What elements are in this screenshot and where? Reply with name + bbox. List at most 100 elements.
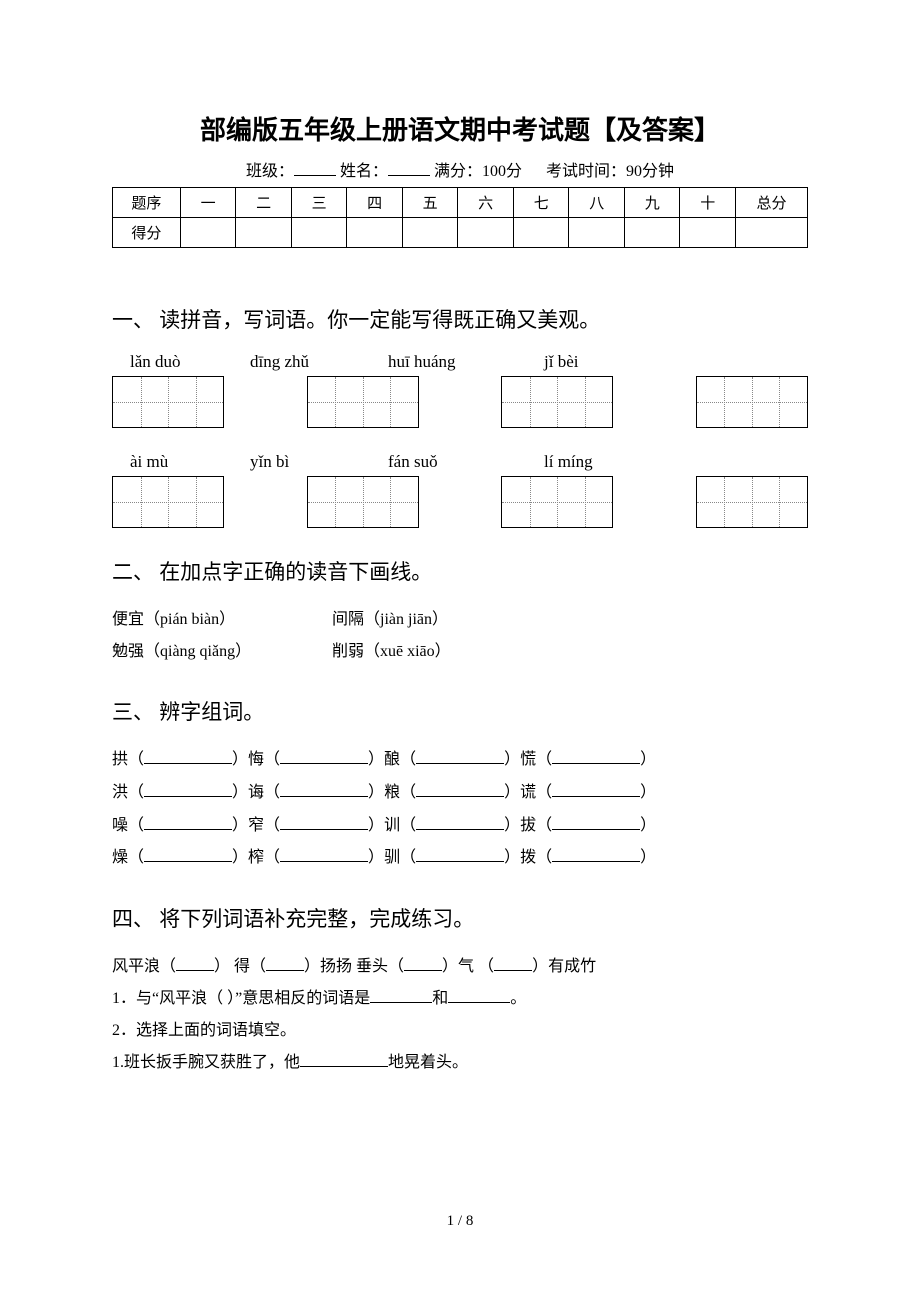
fill-blank[interactable] (552, 748, 640, 764)
table-row: 得分 (113, 218, 808, 248)
fill-blank[interactable] (552, 781, 640, 797)
tianzi-box[interactable] (501, 376, 613, 428)
q3-char: 训（ (384, 817, 416, 834)
q3-paren-close: ） (504, 751, 520, 768)
score-cell[interactable] (347, 218, 403, 248)
table-header: 总分 (736, 188, 808, 218)
q3-char: 噪（ (112, 817, 144, 834)
fill-blank[interactable] (404, 955, 442, 971)
q4-text: 和 (432, 990, 448, 1007)
tianzi-box[interactable] (696, 376, 808, 428)
score-cell[interactable] (736, 218, 808, 248)
pinyin-label: yǐn bì (244, 452, 388, 472)
q4-text: 地晃着头。 (388, 1054, 468, 1071)
name-blank[interactable] (388, 160, 430, 176)
pinyin-label: huī huáng (388, 352, 544, 372)
tianzi-box[interactable] (696, 476, 808, 528)
fill-blank[interactable] (552, 814, 640, 830)
fill-blank[interactable] (144, 748, 232, 764)
score-cell[interactable] (402, 218, 458, 248)
score-cell[interactable] (180, 218, 236, 248)
fill-blank[interactable] (280, 781, 368, 797)
q4-text: ）气 （ (442, 958, 494, 975)
q3-char: 窄（ (248, 817, 280, 834)
fill-blank[interactable] (280, 846, 368, 862)
fill-blank[interactable] (144, 814, 232, 830)
q3-char: 酿（ (384, 751, 416, 768)
tianzi-box[interactable] (307, 376, 419, 428)
q3-paren-close: ） (640, 817, 656, 834)
score-cell[interactable] (569, 218, 625, 248)
name-label: 姓名： (340, 163, 388, 180)
table-header: 十 (680, 188, 736, 218)
tianzi-box[interactable] (112, 476, 224, 528)
tianzi-row (112, 376, 808, 428)
q3-char: 拔（ (520, 817, 552, 834)
class-blank[interactable] (294, 160, 336, 176)
pinyin-label: jǐ bèi (544, 352, 578, 372)
fill-blank[interactable] (370, 987, 432, 1003)
document-title: 部编版五年级上册语文期中考试题【及答案】 (112, 110, 808, 147)
fill-blank[interactable] (552, 846, 640, 862)
q3-paren-close: ） (504, 784, 520, 801)
q4-text: ）有成竹 (532, 958, 596, 975)
q3-paren-close: ） (368, 751, 384, 768)
q2-item: 间隔（jiàn jiān） (332, 604, 552, 636)
table-header: 九 (624, 188, 680, 218)
q3-char: 拱（ (112, 751, 144, 768)
q4-text: 1.班长扳手腕又获胜了，他 (112, 1054, 300, 1071)
q2-row: 便宜（pián biàn） 间隔（jiàn jiān） (112, 604, 808, 636)
q3-char: 燥（ (112, 849, 144, 866)
fill-blank[interactable] (280, 748, 368, 764)
q4-text: 1．与“风平浪（ ）”意思相反的词语是 (112, 990, 370, 1007)
q3-row: 拱（）悔（）酿（）慌（） (112, 744, 808, 777)
q3-char: 拨（ (520, 849, 552, 866)
q4-line3: 2．选择上面的词语填空。 (112, 1015, 808, 1047)
q3-char: 洪（ (112, 784, 144, 801)
section-heading-3: 三、 辨字组词。 (112, 696, 808, 726)
q3-row: 噪（）窄（）训（）拔（） (112, 810, 808, 843)
fill-blank[interactable] (416, 846, 504, 862)
fill-blank[interactable] (300, 1051, 388, 1067)
tianzi-box[interactable] (307, 476, 419, 528)
q3-paren-close: ） (640, 751, 656, 768)
q3-paren-close: ） (232, 817, 248, 834)
q3-paren-close: ） (640, 849, 656, 866)
tianzi-box[interactable] (112, 376, 224, 428)
q3-char: 诲（ (248, 784, 280, 801)
fill-blank[interactable] (416, 748, 504, 764)
score-cell[interactable] (291, 218, 347, 248)
score-cell[interactable] (458, 218, 514, 248)
class-label: 班级： (246, 163, 294, 180)
tianzi-row (112, 476, 808, 528)
q3-paren-close: ） (368, 817, 384, 834)
q3-paren-close: ） (368, 784, 384, 801)
score-cell[interactable] (513, 218, 569, 248)
section-heading-1: 一、 读拼音，写词语。你一定能写得既正确又美观。 (112, 304, 808, 334)
table-header: 二 (236, 188, 292, 218)
score-cell[interactable] (236, 218, 292, 248)
q3-row: 洪（）诲（）粮（）谎（） (112, 777, 808, 810)
fill-blank[interactable] (280, 814, 368, 830)
score-table: 题序 一 二 三 四 五 六 七 八 九 十 总分 得分 (112, 187, 808, 248)
fill-blank[interactable] (176, 955, 214, 971)
fill-blank[interactable] (144, 846, 232, 862)
pinyin-label: lǎn duò (112, 352, 244, 372)
fill-blank[interactable] (266, 955, 304, 971)
fill-blank[interactable] (448, 987, 510, 1003)
fill-blank[interactable] (416, 781, 504, 797)
q3-char: 粮（ (384, 784, 416, 801)
meta-line: 班级： 姓名： 满分：100分 考试时间：90分钟 (112, 157, 808, 181)
q3-paren-close: ） (504, 849, 520, 866)
score-cell[interactable] (680, 218, 736, 248)
fill-blank[interactable] (416, 814, 504, 830)
q3-char: 谎（ (520, 784, 552, 801)
fill-blank[interactable] (144, 781, 232, 797)
table-header: 六 (458, 188, 514, 218)
table-header: 七 (513, 188, 569, 218)
tianzi-box[interactable] (501, 476, 613, 528)
fill-blank[interactable] (494, 955, 532, 971)
full-score-label: 满分：100分 (434, 163, 522, 180)
score-cell[interactable] (624, 218, 680, 248)
table-header: 三 (291, 188, 347, 218)
